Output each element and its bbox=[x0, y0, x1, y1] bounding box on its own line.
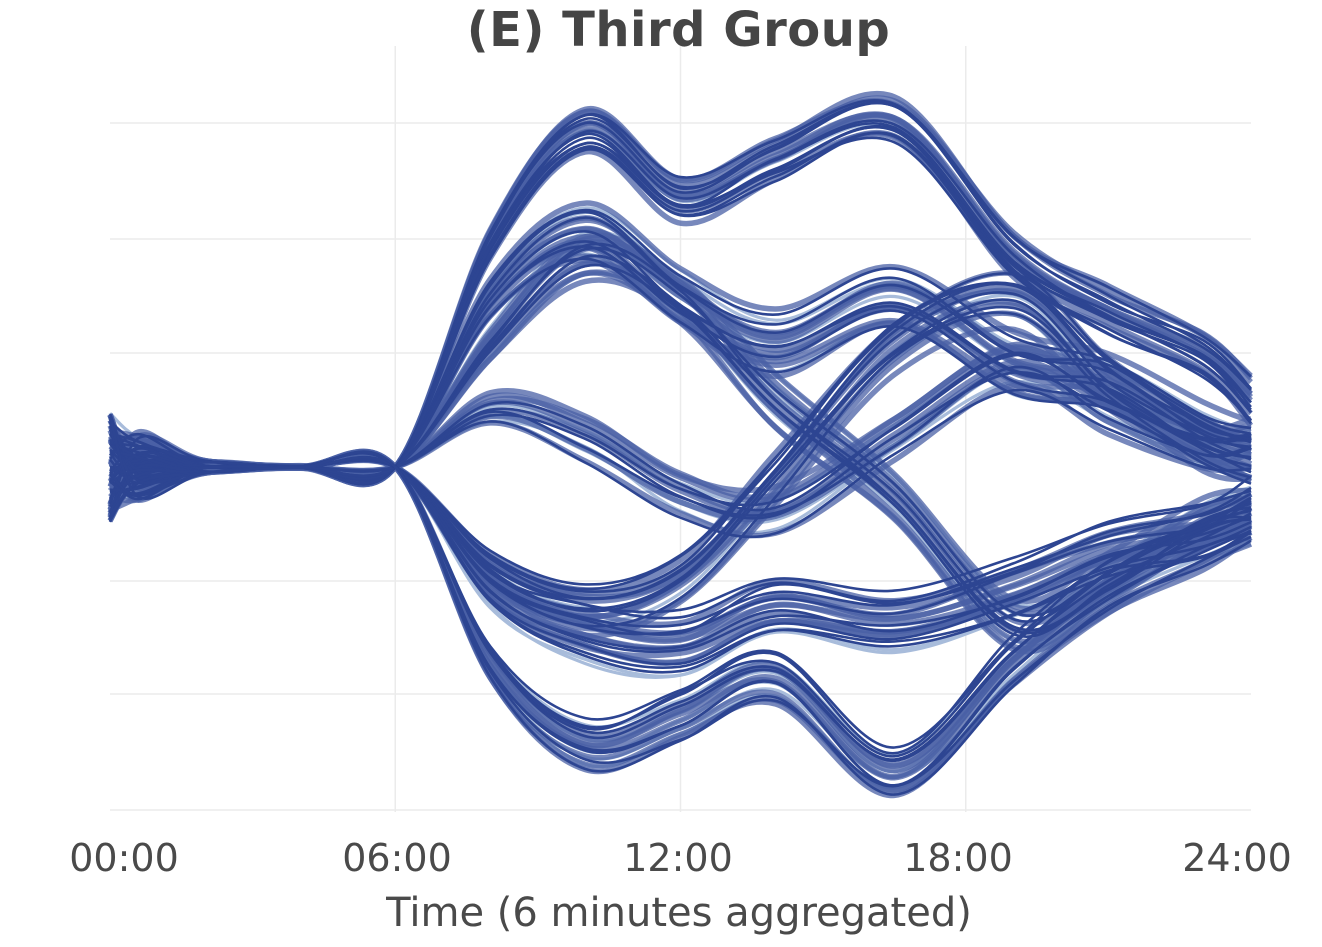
gridlines bbox=[110, 46, 1251, 812]
x-tick-label: 24:00 bbox=[1182, 836, 1292, 880]
x-tick-label: 06:00 bbox=[342, 836, 452, 880]
chart-title: (E) Third Group bbox=[466, 2, 891, 58]
x-tick-label: 18:00 bbox=[903, 836, 1013, 880]
trajectory-line bbox=[109, 450, 1252, 796]
trajectory-lines bbox=[107, 90, 1254, 799]
trajectory-line bbox=[109, 456, 1252, 670]
x-axis-label: Time (6 minutes aggregated) bbox=[386, 890, 972, 936]
x-tick-label: 12:00 bbox=[623, 836, 733, 880]
x-tick-label: 00:00 bbox=[69, 836, 179, 880]
